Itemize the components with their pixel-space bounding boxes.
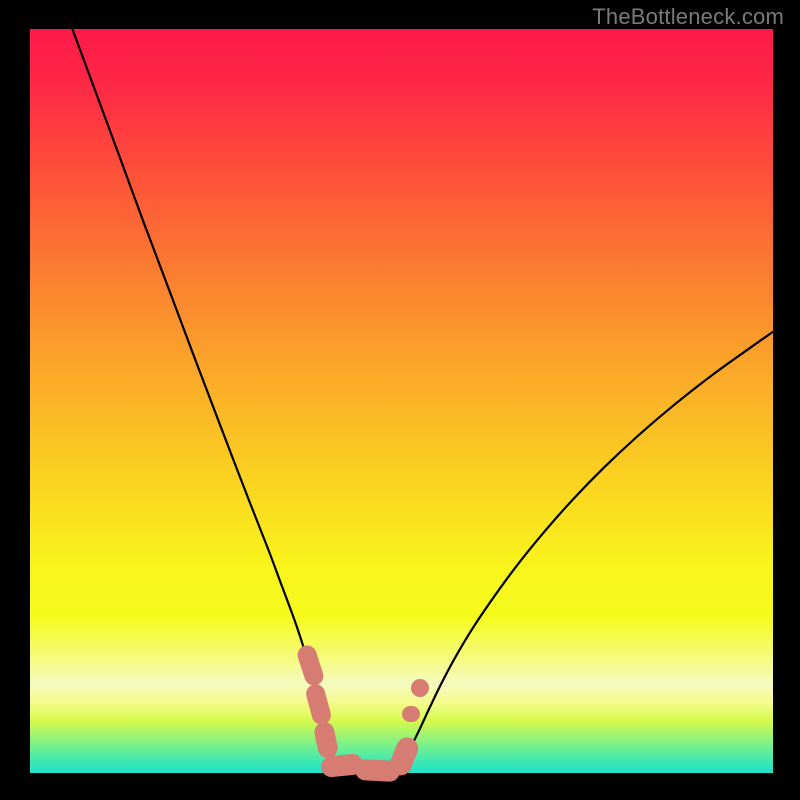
band-pill [312, 720, 339, 759]
band-pill [304, 682, 333, 726]
band-pill [387, 734, 422, 778]
dotted-band-layer [30, 29, 773, 773]
band-pill [411, 679, 430, 697]
band-pill [295, 643, 325, 688]
plot-area [30, 29, 773, 773]
band-pill [402, 706, 421, 722]
watermark-text: TheBottleneck.com [592, 4, 784, 30]
